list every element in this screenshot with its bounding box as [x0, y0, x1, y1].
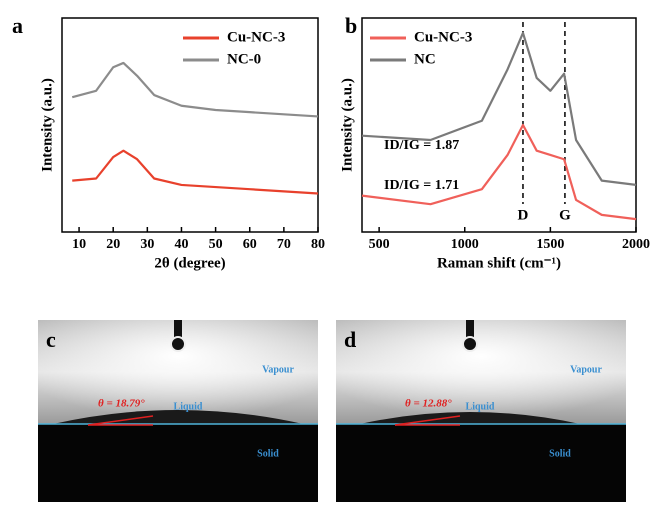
liquid-label: Liquid — [466, 401, 495, 412]
ratio-annotation: ID/IG = 1.71 — [384, 178, 459, 193]
solid-surface — [38, 424, 318, 502]
x-tick-label: 500 — [369, 237, 390, 252]
x-tick-label: 2000 — [622, 237, 650, 252]
solid-label: Solid — [257, 448, 279, 459]
solid-surface — [336, 424, 626, 502]
photo-glow — [336, 320, 626, 424]
peak-label: D — [518, 207, 529, 223]
plot-frame — [361, 17, 637, 233]
x-tick-label: 70 — [277, 237, 291, 252]
x-axis-label: Raman shift (cm⁻¹) — [437, 255, 561, 271]
series-line — [361, 123, 637, 221]
x-tick-label: 1500 — [536, 237, 564, 252]
vapour-label: Vapour — [262, 364, 294, 375]
legend-label: NC-0 — [227, 51, 261, 67]
vapour-label: Vapour — [570, 364, 602, 375]
needle-tip — [170, 336, 186, 352]
x-tick-label: 10 — [72, 237, 86, 252]
panel-label: d — [344, 327, 356, 352]
droplet — [360, 412, 580, 424]
ratio-annotation: ID/IG = 1.87 — [384, 138, 459, 153]
x-tick-label: 50 — [209, 237, 223, 252]
panel-label: a — [12, 13, 23, 38]
panel-label: c — [46, 327, 56, 352]
needle — [174, 320, 182, 342]
y-axis-label: Intensity (a.u.) — [39, 78, 55, 172]
solid-label: Solid — [549, 448, 571, 459]
x-tick-label: 30 — [140, 237, 154, 252]
contact-angle: θ = 18.79° — [98, 398, 145, 410]
series-line — [72, 149, 319, 195]
panel-label: b — [345, 13, 357, 38]
x-tick-label: 20 — [106, 237, 120, 252]
x-tick-label: 1000 — [451, 237, 479, 252]
peak-label: G — [559, 207, 571, 223]
liquid-label: Liquid — [174, 401, 203, 412]
needle — [466, 320, 474, 342]
x-axis-label: 2θ (degree) — [154, 255, 225, 271]
angle-line — [394, 415, 461, 426]
x-tick-label: 40 — [174, 237, 188, 252]
legend-label: Cu-NC-3 — [414, 29, 472, 45]
x-tick-label: 80 — [311, 237, 325, 252]
needle-tip — [462, 336, 478, 352]
plot-frame — [61, 17, 319, 233]
angle-line — [87, 415, 154, 426]
contact-angle: θ = 12.88° — [405, 398, 452, 410]
legend-label: Cu-NC-3 — [227, 29, 285, 45]
series-line — [361, 31, 637, 187]
x-tick-label: 60 — [243, 237, 257, 252]
series-line — [71, 61, 319, 118]
y-axis-label: Intensity (a.u.) — [339, 78, 355, 172]
legend-label: NC — [414, 51, 436, 67]
